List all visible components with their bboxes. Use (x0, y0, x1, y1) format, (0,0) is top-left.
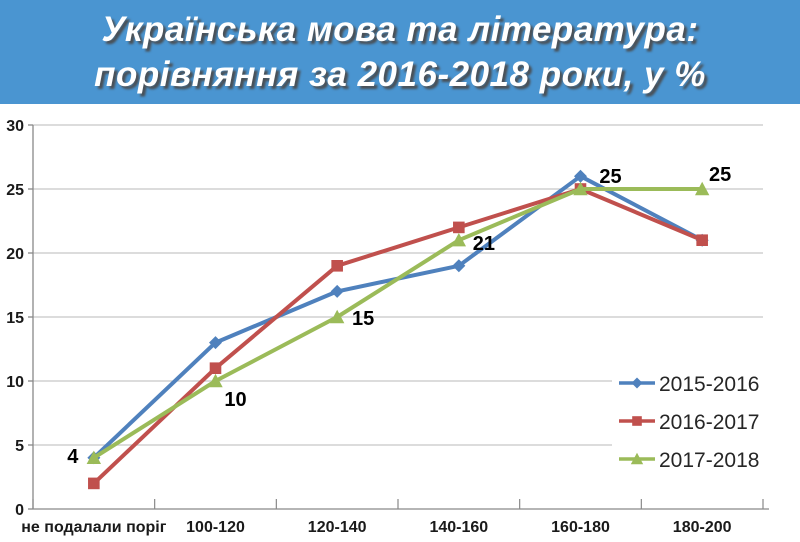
legend-label: 2015-2016 (659, 373, 759, 396)
legend-label: 2017-2018 (659, 449, 759, 472)
chart-title-line1: Українська мова та література: (101, 10, 699, 49)
series-marker-2017-2018 (573, 181, 588, 196)
x-tick-label: 140-160 (429, 519, 488, 536)
series-line-2016-2017 (91, 187, 705, 486)
legend-marker-2017-2018 (630, 452, 644, 465)
series-marker-2016-2017 (331, 260, 343, 272)
series-marker-2015-2016 (330, 284, 344, 298)
series-marker-2017-2018 (694, 181, 710, 196)
series-marker-2015-2016 (209, 336, 222, 350)
series-marker-2016-2017 (209, 362, 222, 374)
y-tick-label: 0 (15, 502, 24, 519)
series-marker-2016-2017 (453, 221, 465, 234)
y-tick-label: 10 (6, 374, 24, 391)
data-labels: 4 10 15 21 25 25 (67, 164, 731, 468)
series-line-2017-2018 (91, 187, 705, 460)
y-tick-label: 30 (6, 118, 24, 135)
x-tick-label: 180-200 (673, 519, 732, 536)
series-marker-2015-2016 (452, 259, 466, 273)
y-tick-label: 25 (6, 182, 24, 199)
data-label: 4 (67, 446, 79, 468)
y-tick-label: 20 (6, 246, 24, 263)
data-label: 10 (224, 389, 246, 411)
series-marker-2017-2018 (451, 233, 467, 247)
chart-area: 0 5 10 15 20 25 30 не подалали поріг 100-120 120-… (0, 104, 800, 542)
series-marker-2017-2018 (329, 309, 345, 324)
series-2017-2018 (86, 181, 710, 464)
series-marker-2015-2016 (574, 169, 587, 183)
data-label: 21 (473, 233, 495, 255)
legend-item-2015-2016: 2015-2016 (619, 373, 759, 396)
chart-title-line2: порівняння за 2016-2018 роки, у % (94, 55, 706, 94)
axes: 0 5 10 15 20 25 30 не подалали поріг 100-120 120-… (6, 118, 769, 536)
line-chart: 0 5 10 15 20 25 30 не подалали поріг 100-120 120-… (6, 118, 800, 536)
legend-marker-2015-2016 (631, 377, 643, 389)
data-label: 25 (599, 166, 621, 188)
data-label: 15 (352, 308, 374, 330)
data-label: 25 (709, 164, 731, 186)
y-tick-label: 15 (6, 310, 24, 327)
x-tick-label: не подалали поріг (21, 519, 166, 536)
series-marker-2017-2018 (86, 450, 102, 464)
legend-label: 2016-2017 (659, 411, 759, 434)
series-marker-2016-2017 (696, 234, 708, 246)
series-marker-2016-2017 (88, 477, 100, 490)
legend-item-2017-2018: 2017-2018 (619, 449, 759, 472)
x-tick-label: 160-180 (551, 519, 610, 536)
series-marker-2017-2018 (208, 373, 223, 388)
x-tick-label: 120-140 (308, 519, 367, 536)
title-banner: Українська мова та література: порівнянн… (0, 0, 800, 104)
legend-item-2016-2017: 2016-2017 (619, 411, 759, 434)
legend-marker-2016-2017 (632, 416, 642, 426)
y-tick-label: 5 (15, 438, 24, 455)
x-tick-label: 100-120 (186, 519, 245, 536)
legend: 2015-2016 2016-2017 2017-2018 (612, 362, 800, 480)
